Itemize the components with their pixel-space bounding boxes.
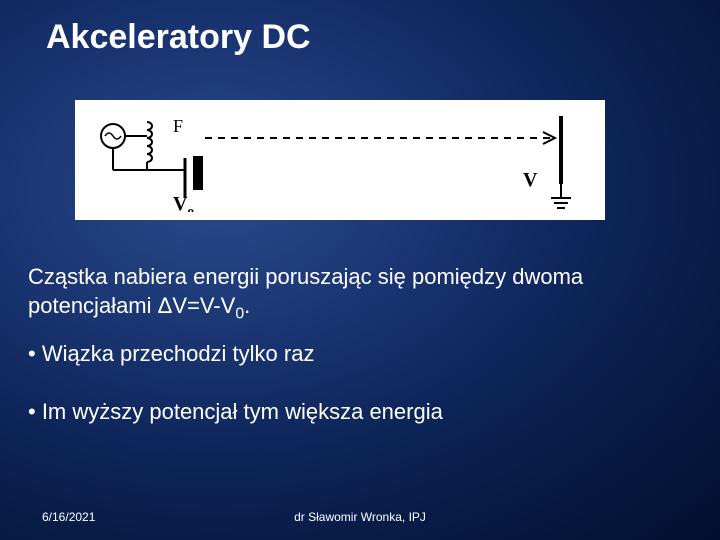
paragraph-text: Cząstka nabiera energii poruszając się p… [28, 264, 583, 318]
diagram-svg: F Vo V [85, 108, 595, 212]
paragraph-main: Cząstka nabiera energii poruszając się p… [28, 263, 688, 325]
slide-title: Akceleratory DC [0, 0, 720, 57]
ac-wave-icon [105, 133, 121, 139]
label-v: V [523, 169, 538, 191]
inductor-icon [147, 122, 152, 162]
paragraph-tail: . [244, 293, 250, 318]
accelerator-diagram: F Vo V [75, 100, 605, 220]
paragraph-subscript: 0 [235, 305, 244, 322]
footer-date: 6/16/2021 [42, 510, 95, 524]
label-f: F [173, 116, 183, 136]
label-v0: Vo [173, 193, 194, 212]
slide: Akceleratory DC F [0, 0, 720, 540]
footer-author: dr Sławomir Wronka, IPJ [294, 510, 426, 524]
bullet-2: • Im wyższy potencjał tym większa energi… [28, 398, 688, 427]
bullet-1: • Wiązka przechodzi tylko raz [28, 340, 688, 369]
electrode-block [193, 156, 203, 190]
